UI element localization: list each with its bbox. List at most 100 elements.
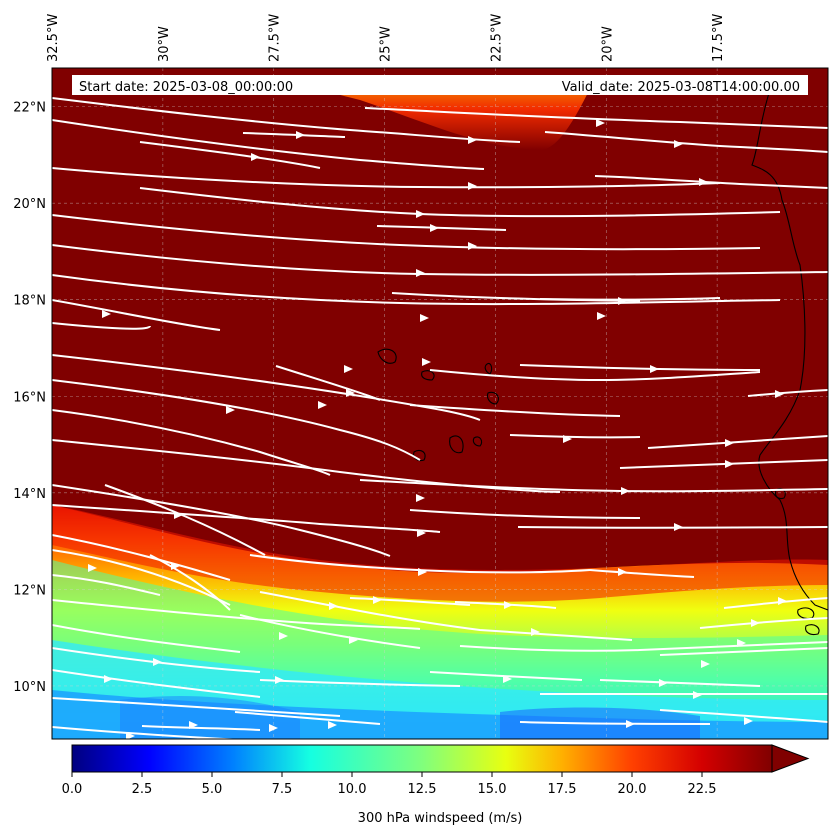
streamline-arrow [504, 601, 513, 609]
streamline [259, 591, 633, 641]
streamline [349, 597, 471, 606]
streamline [52, 97, 521, 143]
lat-label: 22°N [13, 101, 46, 116]
streamline [52, 299, 221, 331]
colorbar-tick-label: 12.5 [408, 782, 437, 797]
streamline [275, 365, 381, 401]
streamline-arrow [346, 389, 355, 397]
streamline [139, 141, 321, 169]
start-date-label: Start date: 2025-03-08_00:00:00 [79, 80, 293, 95]
streamline [539, 297, 721, 301]
streamline-arrow [626, 720, 635, 728]
streamline-arrow [468, 182, 477, 190]
streamline [52, 119, 485, 170]
streamline [141, 725, 261, 731]
streamline-arrow [416, 210, 425, 218]
streamline [659, 647, 828, 656]
colorbar-tick-label: 2.5 [132, 782, 153, 797]
streamline [599, 679, 761, 687]
streamline [519, 721, 711, 725]
colorbar-tick-label: 7.5 [272, 782, 293, 797]
streamline [52, 354, 481, 421]
streamline-arrow [344, 365, 353, 373]
latitude-labels: 22°N 20°N 18°N 16°N 14°N 12°N 10°N [13, 101, 46, 695]
streamline-arrow [420, 314, 429, 322]
streamline-arrow [189, 721, 198, 729]
streamline-arrow [775, 390, 784, 398]
lat-label: 10°N [13, 680, 46, 695]
streamline-arrow [88, 564, 97, 572]
streamline [517, 526, 828, 529]
streamline-arrow [226, 406, 235, 414]
streamline [52, 167, 721, 189]
colorbar-tick-label: 22.5 [688, 782, 717, 797]
streamline-arrow [373, 596, 382, 604]
colorbar-tick-label: 20.0 [618, 782, 647, 797]
streamline [364, 107, 828, 129]
streamline-arrow [422, 358, 431, 366]
colorbar-tick-label: 17.5 [548, 782, 577, 797]
streamline-arrow [531, 628, 540, 636]
windspeed-field [52, 68, 828, 739]
colorbar-tick-label: 5.0 [202, 782, 223, 797]
streamline [647, 435, 828, 449]
streamline-arrow [416, 269, 425, 277]
lon-label: 32.5°W [46, 14, 61, 62]
lon-label: 20°W [600, 26, 615, 62]
streamline-arrow [751, 619, 760, 627]
streamline [259, 679, 461, 687]
info-box [72, 75, 808, 95]
streamline [52, 322, 151, 330]
lon-label: 27.5°W [268, 14, 283, 62]
streamline [149, 554, 231, 611]
streamline-arrow [349, 636, 358, 644]
streamline-arrow [701, 660, 710, 668]
streamline-arrow [674, 523, 683, 531]
streamline [659, 709, 828, 723]
streamline [52, 534, 231, 581]
lat-label: 18°N [13, 294, 46, 309]
streamline [429, 369, 761, 382]
streamline [429, 671, 583, 681]
colorbar-tick-label: 10.0 [338, 782, 367, 797]
streamline [594, 175, 828, 189]
streamline-arrow [597, 312, 606, 320]
streamline-arrow [102, 310, 111, 318]
streamline [52, 274, 781, 306]
streamline-arrow [778, 597, 787, 605]
streamline-arrow [328, 721, 337, 729]
colorbar-tick-label: 0.0 [62, 782, 83, 797]
streamline-arrow [659, 679, 668, 687]
streamline-arrow [618, 568, 627, 576]
streamline [699, 617, 828, 629]
streamline-arrow [279, 632, 288, 640]
streamline-arrow [596, 119, 605, 127]
streamline [52, 549, 231, 606]
longitude-labels: 32.5°W 30°W 27.5°W 25°W 22.5°W 20°W 17.5°W [46, 14, 726, 62]
streamline-arrow [174, 511, 183, 519]
streamline [52, 484, 391, 557]
lon-label: 17.5°W [711, 14, 726, 62]
streamline [52, 214, 761, 251]
streamline [52, 379, 421, 461]
streamline-arrow [416, 494, 425, 502]
streamline-arrow [329, 602, 338, 610]
streamline-arrow [737, 639, 746, 647]
streamline [509, 434, 641, 439]
streamline [52, 574, 161, 596]
streamline [619, 459, 828, 469]
streamline-arrow [468, 136, 477, 144]
streamline-arrow [153, 658, 162, 666]
streamline [589, 569, 695, 578]
lon-label: 30°W [157, 26, 172, 62]
streamline-arrow [418, 568, 427, 576]
lat-label: 16°N [13, 390, 46, 405]
map-frame [51, 67, 829, 740]
lat-label: 14°N [13, 487, 46, 502]
colorbar: 0.0 2.5 5.0 7.5 10.0 12.5 15.0 17.5 20.0 22.5 300… [62, 744, 810, 826]
streamline [52, 669, 261, 698]
streamline [376, 225, 507, 231]
lat-label: 20°N [13, 197, 46, 212]
streamline-arrow [251, 153, 260, 161]
